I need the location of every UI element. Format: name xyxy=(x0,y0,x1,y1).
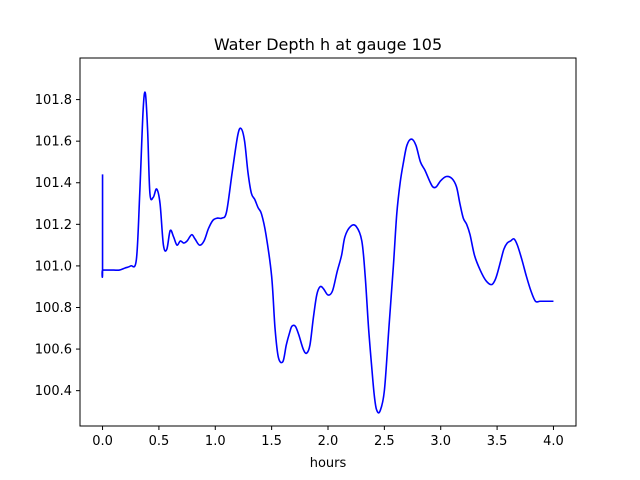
y-tick-label: 101.0 xyxy=(35,259,72,274)
chart-title: Water Depth h at gauge 105 xyxy=(214,35,442,54)
x-tick-label: 0.0 xyxy=(92,434,113,449)
x-axis: 0.0 0.5 1.0 1.5 2.0 2.5 3.0 3.5 4.0 xyxy=(92,426,564,449)
y-tick-label: 100.4 xyxy=(35,384,72,399)
x-tick-label: 3.5 xyxy=(487,434,508,449)
x-tick-label: 2.0 xyxy=(318,434,339,449)
x-tick-label: 4.0 xyxy=(543,434,564,449)
x-tick-label: 0.5 xyxy=(149,434,170,449)
y-tick-label: 101.2 xyxy=(35,218,72,233)
x-axis-label: hours xyxy=(310,456,347,471)
x-tick-label: 1.0 xyxy=(205,434,226,449)
plot-area-frame xyxy=(79,57,577,427)
x-tick-label: 3.0 xyxy=(430,434,451,449)
series-layer xyxy=(101,91,554,414)
y-axis: 100.4 100.6 100.8 101.0 101.2 101.4 101.6 101.8 xyxy=(35,93,80,399)
y-tick-label: 100.8 xyxy=(35,301,72,316)
y-tick-label: 101.4 xyxy=(35,176,72,191)
y-tick-label: 100.6 xyxy=(35,343,72,358)
x-tick-label: 1.5 xyxy=(261,434,282,449)
y-tick-label: 101.8 xyxy=(35,93,72,108)
water-depth-line xyxy=(101,91,554,414)
y-tick-label: 101.6 xyxy=(35,135,72,150)
x-tick-label: 2.5 xyxy=(374,434,395,449)
